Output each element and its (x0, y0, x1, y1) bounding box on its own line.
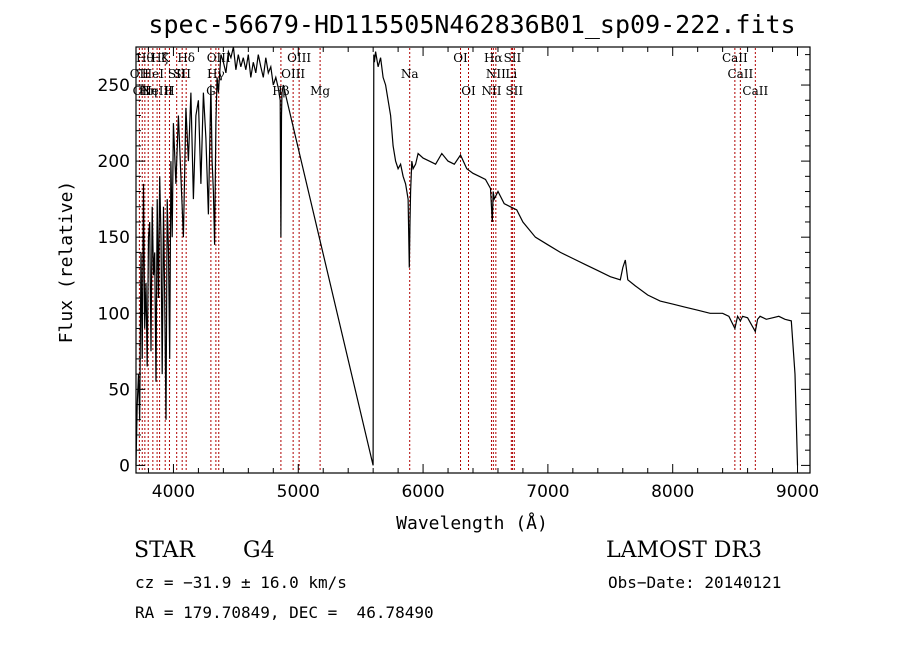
line-markers (138, 48, 756, 472)
line-marker-label-23: Hα (484, 51, 503, 65)
line-marker-label-8: H (164, 84, 174, 98)
line-marker-label-26: SII (504, 51, 522, 65)
line-marker-label-27: SII (505, 84, 523, 98)
y-tick-label-100: 100 (98, 304, 130, 324)
line-marker-label-21: OI (461, 84, 476, 98)
line-marker-label-13: Hγ (207, 67, 225, 81)
survey-name: LAMOST DR3 (606, 538, 762, 563)
y-tick-label-150: 150 (98, 228, 130, 248)
line-marker-label-11: Hδ (177, 51, 195, 65)
line-marker-label-9: SII (168, 67, 186, 81)
line-marker-label-10: SII (173, 67, 191, 81)
obs-date: Obs−Date: 20140121 (608, 573, 782, 592)
line-marker-label-20: OI (453, 51, 468, 65)
object-class: STAR (134, 538, 195, 563)
line-marker-label-16: OIII (281, 67, 305, 81)
x-tick-label-9000: 9000 (776, 482, 819, 502)
spectrum-line (135, 46, 799, 466)
y-tick-label-50: 50 (108, 380, 130, 400)
x-tick-label-8000: 8000 (651, 482, 694, 502)
line-marker-label-29: CaII (727, 67, 753, 81)
y-axis-ticks: 0 50 100 150 200 250 (98, 54, 810, 476)
x-axis-label: Wavelength (Å) (396, 512, 548, 534)
line-marker-labels: OIIOIIHθHηHeINeIIIHζKHSIISIIHδGHγOIIIHβO… (130, 51, 769, 98)
y-tick-label-0: 0 (119, 456, 130, 476)
line-marker-label-1: OII (133, 84, 153, 98)
x-tick-label-5000: 5000 (277, 482, 320, 502)
line-marker-label-22: NII (481, 84, 501, 98)
line-marker-label-17: OIII (287, 51, 311, 65)
plot-frame (135, 46, 811, 474)
line-marker-label-18: Mg (310, 84, 330, 98)
line-marker-label-7: K (161, 51, 171, 65)
x-axis-ticks: 4000 5000 6000 7000 8000 9000 (147, 47, 819, 502)
y-tick-label-200: 200 (98, 152, 130, 172)
line-marker-label-3: Hη (139, 84, 157, 98)
line-marker-label-25: Li (505, 67, 517, 81)
coordinates: RA = 179.70849, DEC = 46.78490 (135, 603, 434, 622)
x-tick-label-7000: 7000 (526, 482, 569, 502)
line-marker-label-19: Na (401, 67, 419, 81)
line-marker-label-15: Hβ (272, 84, 289, 98)
x-tick-label-4000: 4000 (152, 482, 195, 502)
redshift-cz: cz = −31.9 ± 16.0 km/s (135, 573, 347, 592)
y-axis-label: Flux (relative) (56, 181, 77, 344)
object-subclass: G4 (243, 538, 275, 563)
line-marker-label-30: CaII (742, 84, 768, 98)
line-marker-label-14: OIII (207, 51, 231, 65)
line-marker-label-5: NeIII (141, 84, 173, 98)
chart-title: spec-56679-HD115505N462836B01_sp09-222.f… (148, 10, 795, 39)
line-marker-label-4: HeI (142, 67, 165, 81)
y-tick-label-250: 250 (98, 76, 130, 96)
line-marker-label-24: NII (486, 67, 506, 81)
line-marker-label-6: Hζ (151, 51, 168, 65)
line-marker-label-0: OII (130, 67, 150, 81)
x-tick-label-6000: 6000 (401, 482, 444, 502)
line-marker-label-28: CaII (722, 51, 748, 65)
